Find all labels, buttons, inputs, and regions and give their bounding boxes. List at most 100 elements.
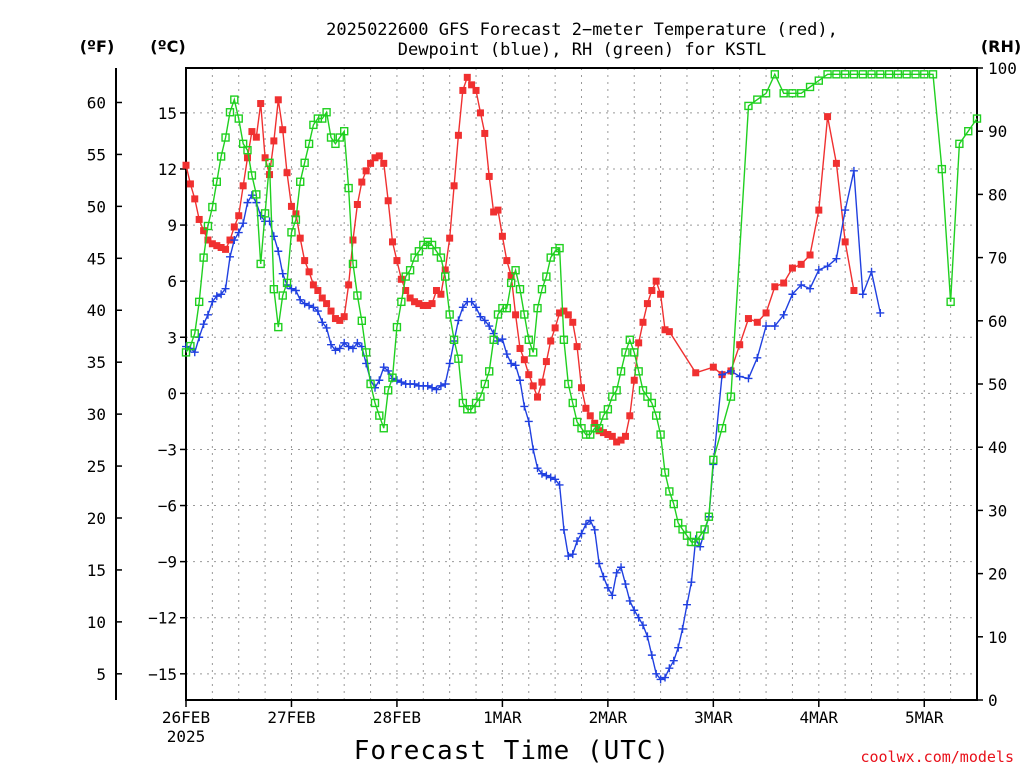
dewpoint-point	[625, 596, 634, 605]
dewpoint-point	[779, 310, 788, 319]
celsius-tick-label: 3	[167, 328, 177, 347]
temperature-point	[648, 287, 656, 295]
x-tick-label: 5MAR	[905, 708, 944, 727]
rh-point	[318, 114, 327, 123]
rh-point	[691, 537, 700, 547]
rh-point	[533, 303, 542, 313]
dewpoint-point	[559, 525, 568, 534]
rh-point	[309, 120, 318, 130]
rh-point	[454, 354, 463, 363]
rh-point	[265, 158, 274, 168]
temperature-point	[806, 251, 814, 259]
rh-point	[674, 518, 683, 528]
temperature-point	[375, 152, 383, 160]
rh-point	[770, 70, 780, 79]
rh-tick-label: 70	[988, 249, 1007, 268]
dewpoint-point	[309, 303, 318, 312]
rh-point	[594, 424, 604, 433]
temperature-point	[850, 287, 858, 295]
dewpoint-point	[630, 606, 639, 615]
temperature-point	[389, 238, 397, 246]
temperature-point	[323, 300, 331, 308]
temperature-point	[283, 169, 291, 177]
temperature-point	[551, 324, 559, 332]
dewpoint-point	[362, 359, 371, 368]
dewpoint-point	[718, 370, 727, 379]
temperature-point	[459, 86, 467, 94]
dewpoint-point	[454, 316, 463, 325]
temperature-point	[753, 318, 761, 326]
rh-tick-label: 30	[988, 501, 1007, 520]
rh-point	[920, 70, 929, 79]
dewpoint-point	[353, 338, 362, 347]
fahrenheit-tick-label: 25	[87, 457, 106, 476]
rh-point	[761, 89, 771, 98]
celsius-tick-label: 12	[158, 160, 177, 179]
rh-point	[893, 70, 903, 79]
celsius-tick-label: 6	[167, 272, 177, 291]
temperature-point	[494, 206, 502, 214]
dewpoint-point	[203, 310, 212, 319]
rh-tick-label: 60	[988, 312, 1007, 331]
rh-point	[260, 209, 270, 218]
celsius-tick-label: −6	[158, 497, 177, 516]
rh-point	[726, 392, 736, 401]
rh-point	[256, 259, 265, 269]
temperature-point	[582, 404, 590, 412]
dewpoint-point	[537, 469, 546, 478]
dewpoint-point	[480, 316, 489, 325]
x-tick-label: 3MAR	[694, 708, 733, 727]
tick-labels: 15129630−3−6−9−12−1560555045403530252015…	[87, 59, 1017, 746]
rh-point	[515, 285, 525, 294]
rh-point	[357, 316, 367, 325]
dewpoint-point	[322, 323, 331, 332]
rh-point	[361, 348, 371, 357]
rh-point	[493, 310, 503, 319]
temperature-point	[226, 236, 234, 244]
temperature-point	[270, 137, 278, 145]
dewpoint-point	[595, 559, 604, 568]
dewpoint-point	[278, 269, 287, 278]
temperature-point	[556, 309, 564, 317]
dewpoint-point	[577, 529, 586, 538]
dewpoint-point	[564, 552, 573, 561]
rh-point	[186, 341, 195, 351]
temperature-point	[239, 182, 247, 190]
temperature-point	[441, 266, 449, 274]
rh-point	[485, 367, 494, 376]
rh-point	[449, 335, 459, 344]
dewpoint-point	[832, 254, 841, 263]
rh-point	[467, 405, 476, 414]
rh-point	[884, 70, 894, 79]
temperature-point	[419, 301, 427, 309]
rh-point	[388, 373, 397, 382]
fahrenheit-tick-label: 40	[87, 301, 106, 320]
dewpoint-point	[485, 322, 494, 331]
temperature-point	[639, 318, 647, 326]
dewpoint-point	[344, 342, 353, 351]
dewpoint-point	[652, 669, 661, 678]
temperature-point	[692, 369, 700, 377]
dewpoint-point	[493, 336, 502, 345]
dewpoint-point	[858, 290, 867, 299]
rh-point	[612, 386, 621, 395]
rh-point	[208, 202, 217, 212]
rh-point	[608, 392, 617, 401]
rh-point	[568, 398, 577, 408]
rh-point	[278, 291, 287, 300]
rh-point	[344, 183, 353, 193]
dewpoint-point	[533, 464, 542, 473]
temperature-point	[309, 281, 317, 289]
rh-point	[326, 133, 336, 142]
temperature-point	[481, 129, 489, 137]
rh-point	[621, 348, 630, 357]
temperature-point	[516, 344, 524, 352]
temperature-point	[630, 376, 638, 384]
rh-point	[471, 398, 481, 408]
rh-point	[441, 272, 450, 281]
dewpoint-point	[656, 675, 665, 684]
temperature-point	[217, 244, 225, 252]
temperature-point	[507, 272, 515, 280]
celsius-unit-label: (ºC)	[150, 37, 185, 56]
